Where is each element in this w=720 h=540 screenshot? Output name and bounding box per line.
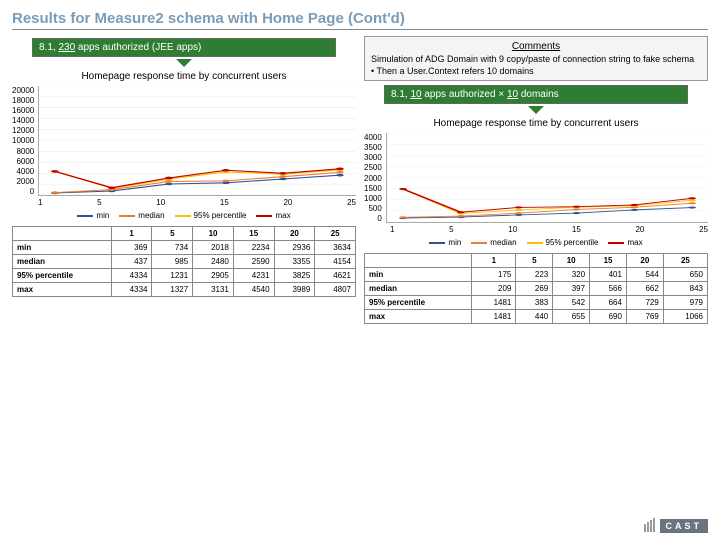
cast-logo: CAST bbox=[660, 519, 709, 533]
legend-item: max bbox=[256, 211, 290, 220]
legend-item: 95% percentile bbox=[527, 238, 599, 247]
legend-item: min bbox=[429, 238, 461, 247]
pointer-icon bbox=[176, 59, 192, 67]
left-column: 8.1, 230 apps authorized (JEE apps) Home… bbox=[12, 36, 356, 324]
footer-logo: CAST bbox=[644, 518, 709, 534]
legend-item: max bbox=[608, 238, 642, 247]
legend-item: median bbox=[119, 211, 164, 220]
right-chart: 40003500300025002000150010005000 bbox=[364, 133, 708, 223]
comments-line1: Simulation of ADG Domain with 9 copy/pas… bbox=[371, 54, 701, 64]
legend-item: median bbox=[471, 238, 516, 247]
page-title: Results for Measure2 schema with Home Pa… bbox=[12, 10, 708, 30]
right-data-table: 1510152025min175223320401544650median209… bbox=[364, 253, 708, 324]
left-banner: 8.1, 230 apps authorized (JEE apps) bbox=[32, 38, 336, 57]
legend-item: 95% percentile bbox=[175, 211, 247, 220]
comments-line2: • Then a User.Context refers 10 domains bbox=[371, 66, 701, 76]
legend-item: min bbox=[77, 211, 109, 220]
left-chart-title: Homepage response time by concurrent use… bbox=[12, 71, 356, 82]
right-column: Comments Simulation of ADG Domain with 9… bbox=[364, 36, 708, 324]
comments-box: Comments Simulation of ADG Domain with 9… bbox=[364, 36, 708, 81]
pointer-icon bbox=[528, 106, 544, 114]
comments-title: Comments bbox=[371, 41, 701, 52]
right-chart-title: Homepage response time by concurrent use… bbox=[364, 118, 708, 129]
left-data-table: 1510152025min3697342018223429363634media… bbox=[12, 226, 356, 297]
right-banner: 8.1, 10 apps authorized × 10 domains bbox=[384, 85, 688, 104]
left-chart: 2000018000160001400012000100008000600040… bbox=[12, 86, 356, 196]
